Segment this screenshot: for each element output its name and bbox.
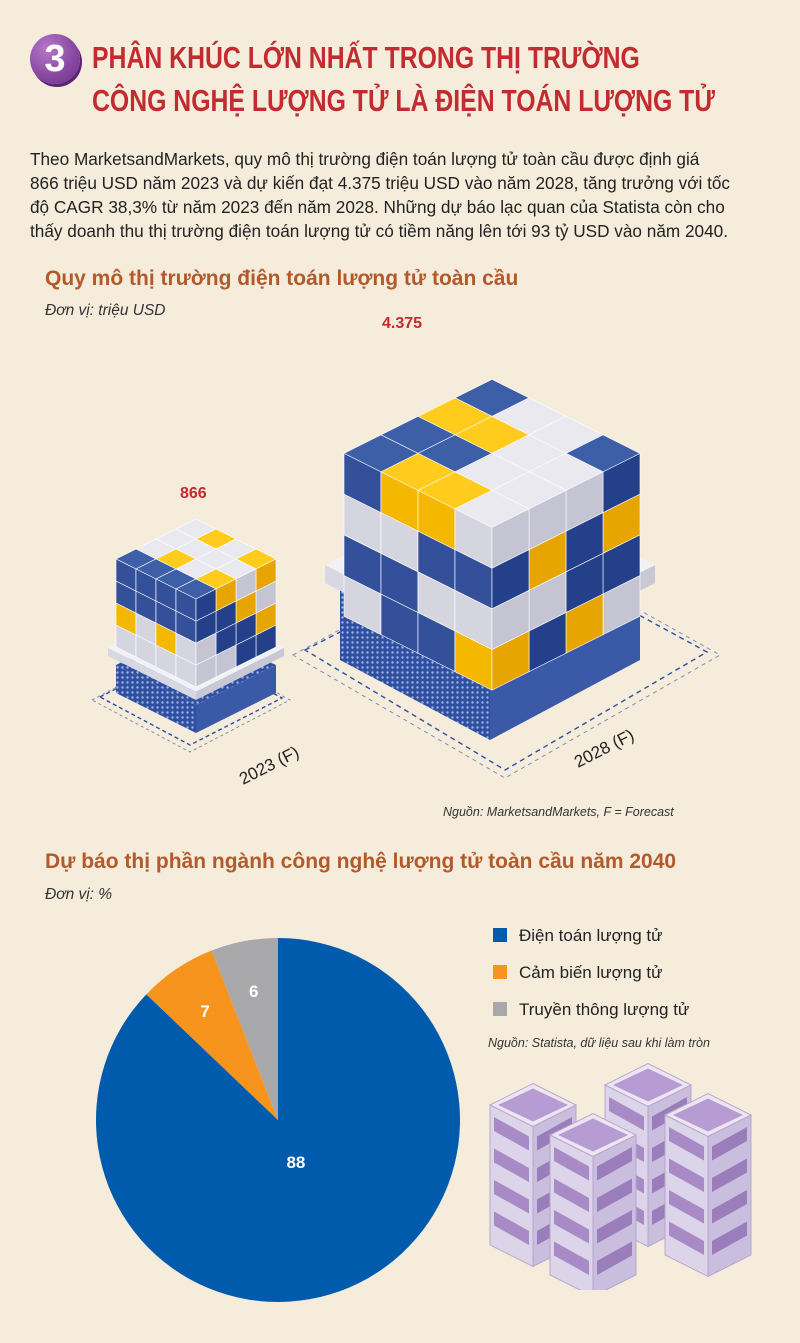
legend-item-communication: Truyền thông lượng tử <box>493 1000 689 1022</box>
intro-line: 866 triệu USD năm 2023 và dự kiến đạt 4.… <box>30 173 731 193</box>
pie-value-label: 88 <box>286 1153 305 1172</box>
legend-label: Truyền thông lượng tử <box>519 1000 690 1019</box>
market-share-unit: Đơn vị: % <box>45 886 113 903</box>
pie-value-label: 7 <box>200 1002 209 1021</box>
pie-slice <box>211 938 278 1120</box>
section-number-badge: 3 <box>30 34 80 84</box>
intro-line: thấy doanh thu thị trường điện toán lượn… <box>30 221 728 241</box>
value-label-2028: 4.375 <box>382 315 423 332</box>
axis-label-2028: 2028 (F) <box>571 725 637 771</box>
market-share-chart-title: Dự báo thị phần ngành công nghệ lượng tử… <box>45 850 677 873</box>
legend-label: Cảm biến lượng tử <box>519 963 663 982</box>
pie-slice <box>146 950 278 1120</box>
legend-swatch-orange <box>493 965 507 979</box>
pie-slice <box>95 938 460 1302</box>
legend-swatch-gray <box>493 1002 507 1016</box>
cube-2028 <box>291 379 722 779</box>
legend-label: Điện toán lượng tử <box>519 926 663 945</box>
market-size-chart-title: Quy mô thị trường điện toán lượng tử toà… <box>45 267 519 290</box>
market-size-source: Nguồn: MarketsandMarkets, F = Forecast <box>443 805 674 819</box>
value-label-2023: 866 <box>180 485 207 502</box>
market-size-unit: Đơn vị: triệu USD <box>45 302 166 319</box>
intro-line: độ CAGR 38,3% từ năm 2023 đến năm 2028. … <box>30 197 725 217</box>
legend-item-sensing: Cảm biến lượng tử <box>493 963 663 985</box>
legend-swatch-blue <box>493 928 507 942</box>
server-racks-illustration <box>488 1062 753 1290</box>
page-title-line-2: CÔNG NGHỆ LƯỢNG TỬ LÀ ĐIỆN TOÁN LƯỢNG TỬ <box>92 83 715 118</box>
market-share-source: Nguồn: Statista, dữ liệu sau khi làm trò… <box>488 1036 710 1050</box>
intro-paragraph: Theo MarketsandMarkets, quy mô thị trườn… <box>30 147 775 243</box>
legend-item-computing: Điện toán lượng tử <box>493 926 663 948</box>
market-share-pie: 88 7 6 <box>95 938 460 1302</box>
cube-2023 <box>90 518 292 753</box>
market-size-chart: 2023 (F) 2028 (F) <box>90 379 722 789</box>
axis-label-2023: 2023 (F) <box>236 742 302 788</box>
pie-value-label: 6 <box>249 982 258 1001</box>
intro-line: Theo MarketsandMarkets, quy mô thị trườn… <box>30 149 700 169</box>
page-title-line-1: PHÂN KHÚC LỚN NHẤT TRONG THỊ TRƯỜNG <box>92 40 640 75</box>
